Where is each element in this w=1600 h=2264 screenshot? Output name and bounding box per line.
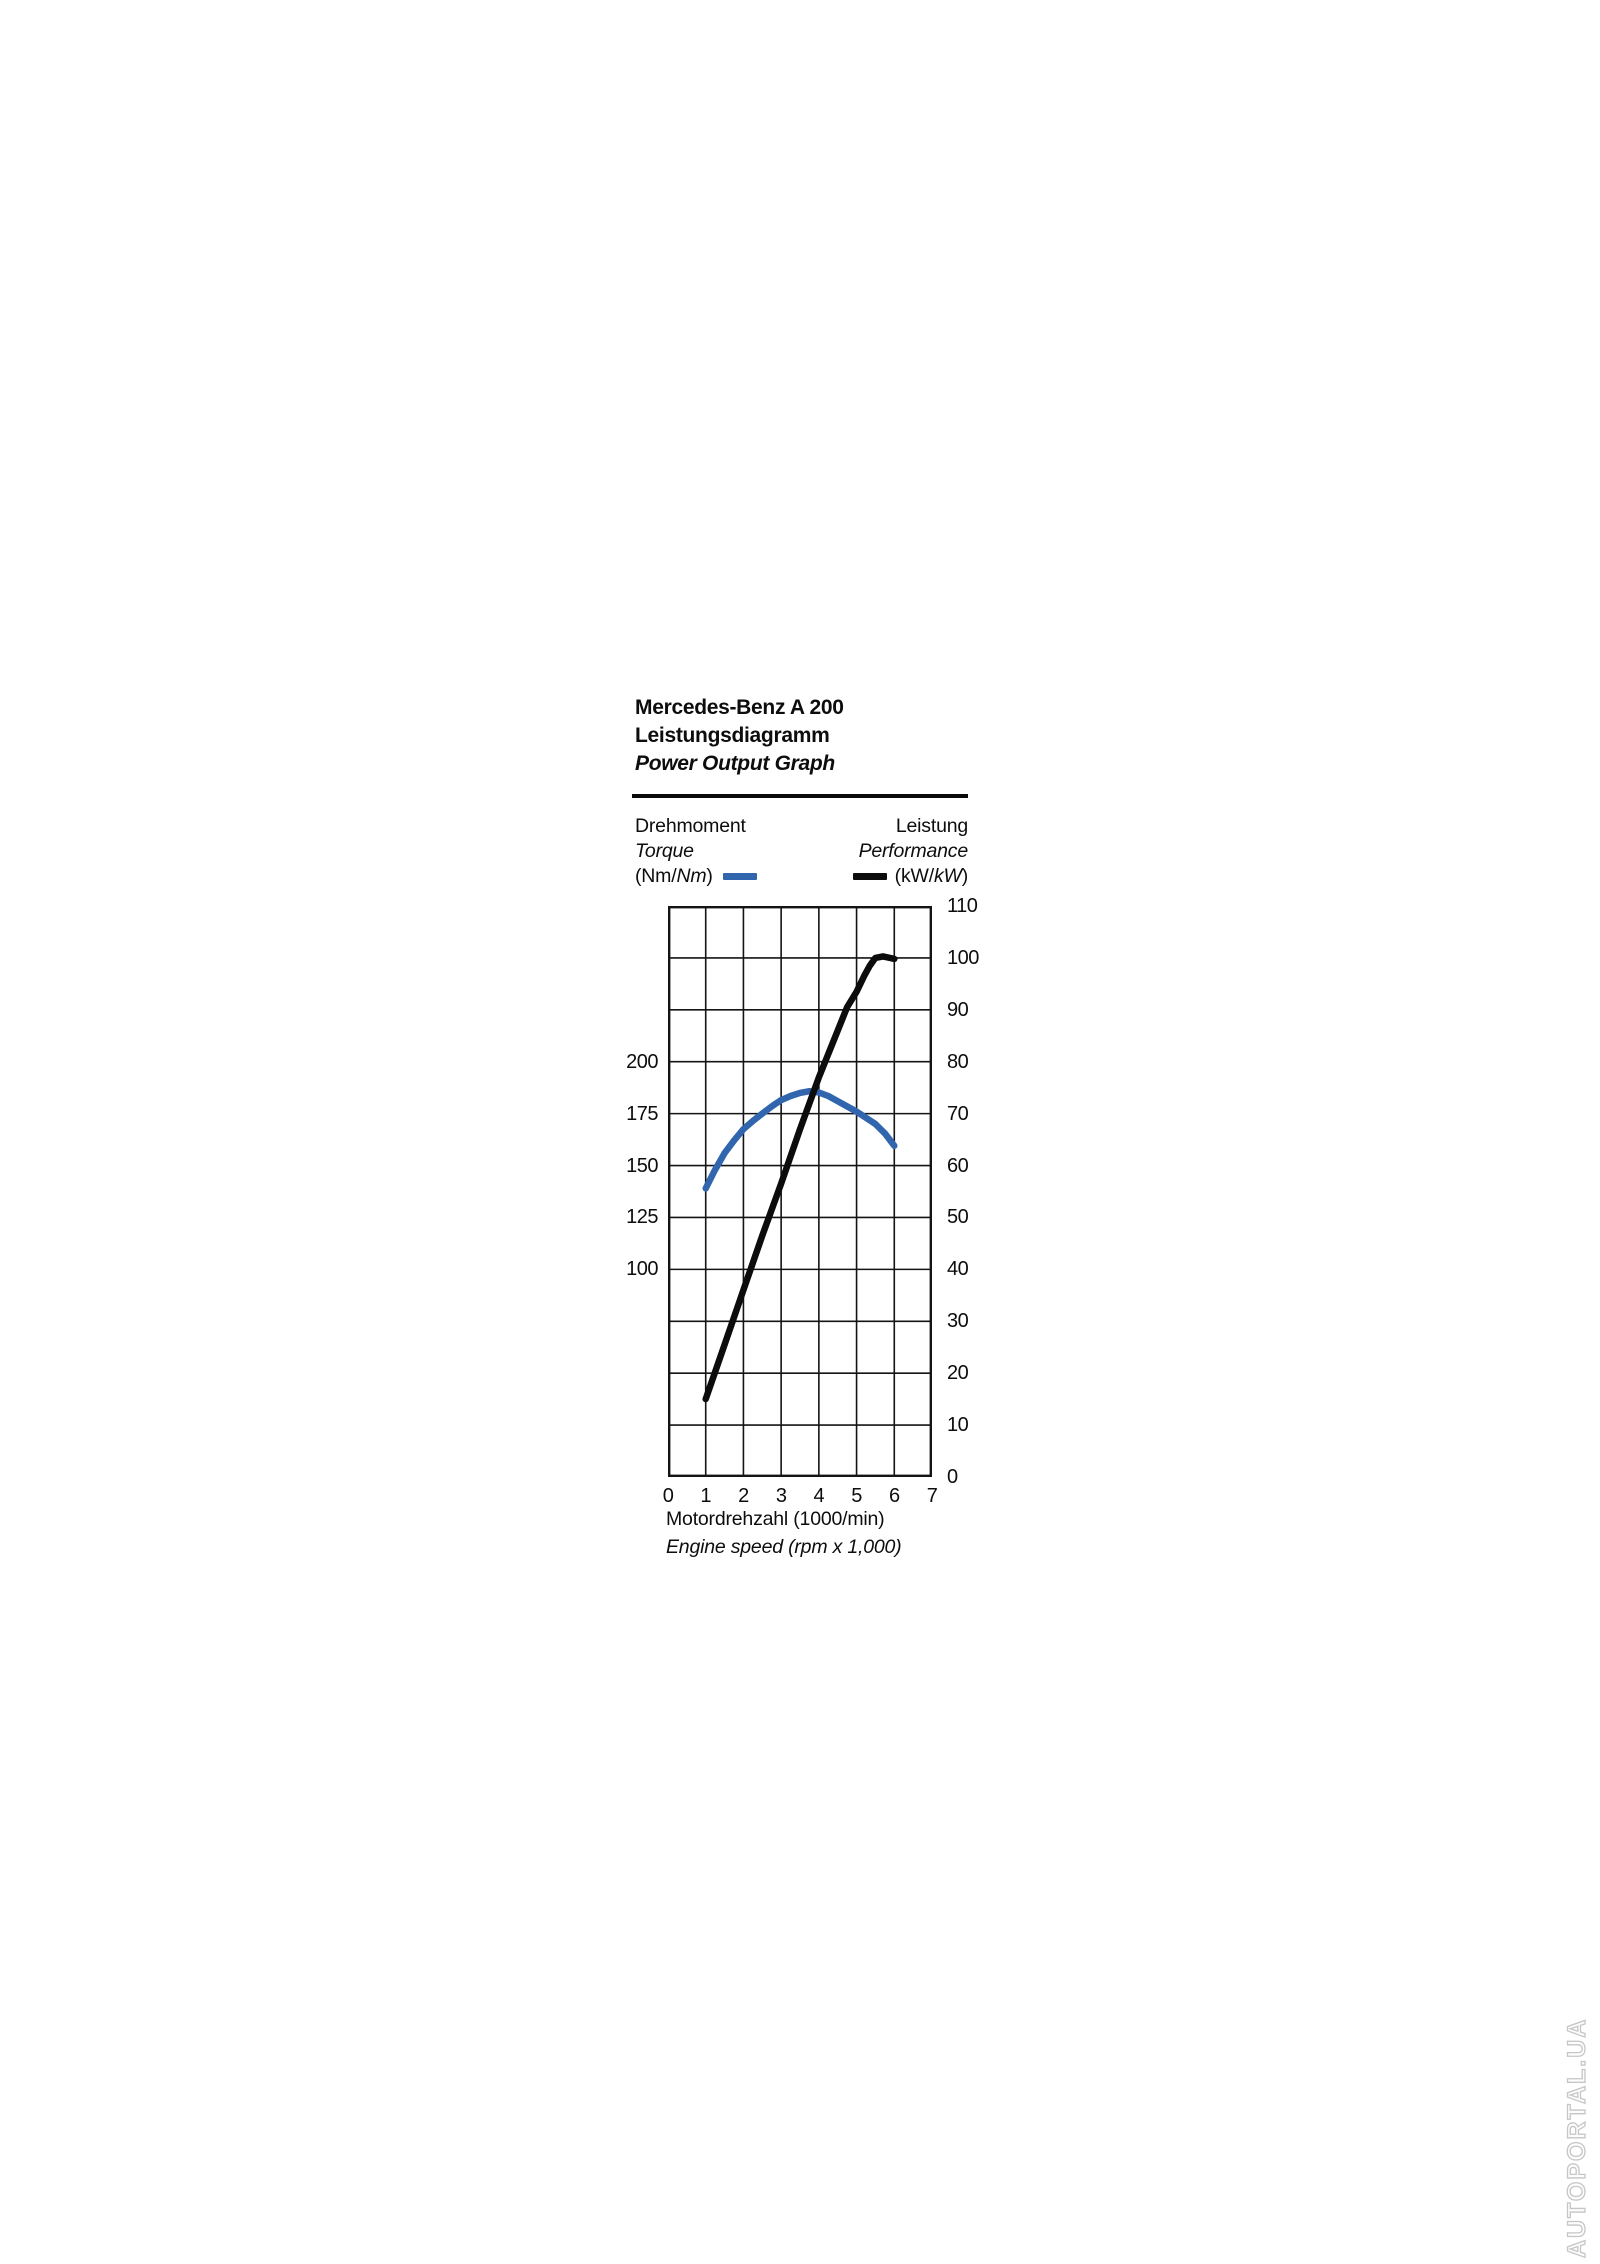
chart-title-en: Power Output Graph [635, 752, 835, 775]
y-right-tick-label: 40 [947, 1258, 969, 1281]
x-tick-label: 6 [888, 1485, 900, 1507]
chart-title-de: Leistungsdiagramm [635, 724, 830, 747]
x-tick-label: 5 [851, 1485, 862, 1507]
y-right-tick-label: 30 [947, 1310, 969, 1333]
x-tick-label: 1 [700, 1485, 712, 1507]
series-torque [702, 1087, 898, 1192]
y-right-tick-label: 100 [947, 946, 979, 969]
watermark-text: AUTOPORTAL.UA [1562, 2017, 1591, 2259]
legend-torque: Drehmoment Torque (Nm/Nm) [635, 814, 757, 889]
legend-power: Leistung Performance (kW/kW) [768, 814, 968, 889]
y-left-tick-label: 150 [626, 1154, 658, 1177]
legend-torque-label-en: Torque [635, 840, 694, 862]
y-right-tick-label: 110 [947, 895, 978, 917]
x-axis-label-en: Engine speed (rpm x 1,000) [666, 1536, 902, 1558]
plot-border [668, 906, 932, 1477]
x-tick-label: 2 [738, 1485, 749, 1507]
y-left-tick-label: 200 [626, 1050, 658, 1073]
chart-title-model: Mercedes-Benz A 200 [635, 696, 844, 719]
y-right-tick-label: 50 [947, 1206, 969, 1229]
legend-power-label-en: Performance [858, 840, 969, 862]
power-line-swatch [852, 873, 887, 881]
y-right-tick-label: 90 [947, 998, 969, 1021]
title-divider [632, 794, 968, 798]
y-left-tick-label: 100 [626, 1258, 658, 1281]
chart-title-block: Mercedes-Benz A 200 Leistungsdiagramm Po… [635, 694, 844, 778]
series-power [702, 953, 898, 1403]
y-right-tick-label: 60 [947, 1154, 969, 1177]
plot-svg [668, 906, 932, 1477]
torque-line-swatch [722, 873, 757, 881]
y-right-tick-label: 80 [947, 1050, 969, 1073]
legend-torque-unit: (Nm/Nm) [635, 864, 757, 889]
x-tick-label: 3 [775, 1485, 787, 1507]
y-right-tick-label: 20 [947, 1362, 969, 1385]
x-tick-label: 4 [813, 1485, 825, 1507]
x-axis-label-de: Motordrehzahl (1000/min) [666, 1508, 885, 1530]
y-left-tick-label: 175 [626, 1102, 658, 1125]
x-tick-label: 0 [662, 1485, 674, 1507]
legend-power-label-de: Leistung [895, 815, 968, 837]
y-left-tick-label: 125 [626, 1206, 658, 1229]
y-right-tick-label: 70 [947, 1102, 969, 1125]
legend-power-unit: (kW/kW) [768, 864, 968, 889]
y-right-tick-label: 10 [947, 1414, 969, 1437]
y-right-tick-label: 0 [947, 1466, 958, 1488]
x-tick-label: 7 [926, 1485, 938, 1507]
legend-torque-label-de: Drehmoment [635, 815, 746, 837]
